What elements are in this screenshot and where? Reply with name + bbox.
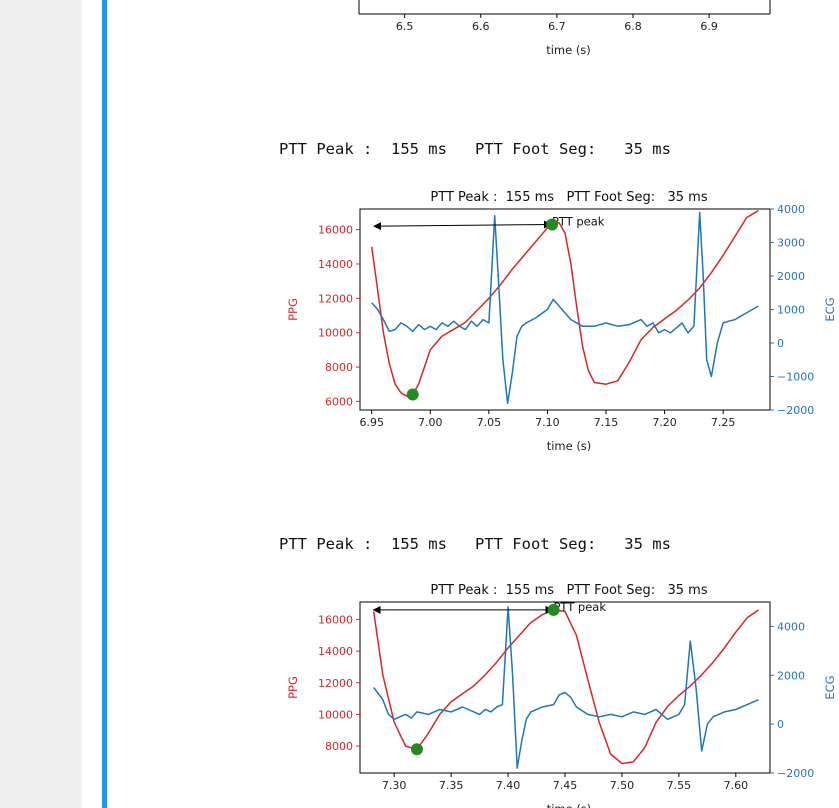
plot0-x-axis-label: time (s) bbox=[546, 43, 591, 57]
plot1-y2-tick-label: 3000 bbox=[777, 237, 805, 250]
plot1-title: PTT Peak : 155 ms PTT Foot Seg: 35 ms bbox=[430, 190, 707, 205]
plot2-y-tick-label: 10000 bbox=[318, 708, 353, 721]
plot2-x-tick-label: 7.60 bbox=[724, 779, 749, 792]
plot2-y2-tick-label: 2000 bbox=[777, 669, 805, 682]
plot2-y-tick-label: 12000 bbox=[318, 677, 353, 690]
plot1-y-tick-label: 10000 bbox=[318, 327, 353, 340]
plot1-series-ecg-line bbox=[371, 211, 759, 405]
plot1-series-ppg-line bbox=[370, 210, 759, 398]
plot1-plot-frame bbox=[359, 208, 771, 411]
plot2-y-tick-label: 14000 bbox=[318, 645, 353, 658]
plot2-y-axis-label: PPG bbox=[286, 676, 300, 699]
plot2-y-tick-label: 16000 bbox=[318, 613, 353, 626]
plot2-x-tick-label: 7.45 bbox=[553, 779, 578, 792]
plot1-y-tick-label: 14000 bbox=[318, 258, 353, 271]
plot2-series-ecg-line bbox=[373, 606, 759, 769]
plot1-x-tick-label: 7.05 bbox=[477, 416, 502, 429]
plot2-peak-marker bbox=[547, 603, 560, 616]
plot1-y2-tick-label: 4000 bbox=[777, 203, 805, 216]
left-sidebar bbox=[0, 0, 82, 808]
cell-output-text-2: PTT Peak : 155 ms PTT Foot Seg: 35 ms bbox=[279, 535, 671, 553]
plot1-x-axis-label: time (s) bbox=[547, 439, 592, 453]
plot2-x-axis-label: time (s) bbox=[547, 802, 592, 808]
plot1-x-tick-label: 7.25 bbox=[711, 416, 736, 429]
plot1-y2-tick-label: 1000 bbox=[777, 304, 805, 317]
plot1-y-tick-label: 6000 bbox=[325, 395, 353, 408]
plot2-x-tick-label: 7.35 bbox=[439, 779, 464, 792]
plot2-x-tick-label: 7.30 bbox=[382, 779, 407, 792]
plot2-peak-marker bbox=[410, 743, 423, 756]
plot0-x-tick-label: 6.8 bbox=[624, 20, 642, 33]
plot2-ptt-annotation-label: PTT peak bbox=[553, 600, 606, 614]
active-cell-indicator[interactable] bbox=[102, 0, 107, 808]
plot1-y-axis-label: PPG bbox=[286, 298, 300, 321]
plot1-ptt-annotation-label: PTT peak bbox=[552, 214, 605, 228]
plot2-y2-tick-label: 0 bbox=[777, 718, 784, 731]
plot1-x-tick-label: 7.00 bbox=[418, 416, 443, 429]
plot1-x-tick-label: 7.15 bbox=[594, 416, 619, 429]
plot0-x-tick-label: 6.9 bbox=[700, 20, 718, 33]
plot1-y-tick-label: 16000 bbox=[318, 224, 353, 237]
plot1-y-tick-label: 8000 bbox=[325, 361, 353, 374]
plot1-ptt-arrow bbox=[373, 220, 552, 231]
plot2-title: PTT Peak : 155 ms PTT Foot Seg: 35 ms bbox=[430, 583, 707, 598]
cell-gutter bbox=[82, 0, 102, 808]
plot1-y-tick-label: 12000 bbox=[318, 292, 353, 305]
plot2-series-ppg-line bbox=[372, 609, 760, 765]
plot1-peak-marker bbox=[406, 388, 419, 401]
plot2-y2-tick-label: −2000 bbox=[777, 767, 814, 780]
plot1-peak-marker bbox=[546, 218, 559, 231]
plot1-y2-tick-label: 2000 bbox=[777, 270, 805, 283]
plot2-y-tick-label: 8000 bbox=[325, 740, 353, 753]
plot1-y2-axis-label: ECG bbox=[823, 297, 837, 321]
plot2-x-tick-label: 7.40 bbox=[496, 779, 521, 792]
plot1-y2-tick-label: −1000 bbox=[777, 371, 814, 384]
plot0-x-tick-label: 6.6 bbox=[472, 20, 490, 33]
plot2-y2-tick-label: 4000 bbox=[777, 620, 805, 633]
plot1-x-tick-label: 7.10 bbox=[535, 416, 560, 429]
plot0-x-tick-label: 6.5 bbox=[396, 20, 414, 33]
plot1-y2-tick-label: 0 bbox=[777, 337, 784, 350]
plot1-x-tick-label: 7.20 bbox=[652, 416, 677, 429]
plot2-x-tick-label: 7.55 bbox=[667, 779, 692, 792]
plot1-y2-tick-label: −2000 bbox=[777, 404, 814, 417]
plot2-y2-axis-label: ECG bbox=[823, 675, 837, 699]
plot0-x-tick-label: 6.7 bbox=[548, 20, 566, 33]
cell-output-text-1: PTT Peak : 155 ms PTT Foot Seg: 35 ms bbox=[279, 140, 671, 158]
plot1-x-tick-label: 6.95 bbox=[359, 416, 384, 429]
plot2-x-tick-label: 7.50 bbox=[610, 779, 635, 792]
